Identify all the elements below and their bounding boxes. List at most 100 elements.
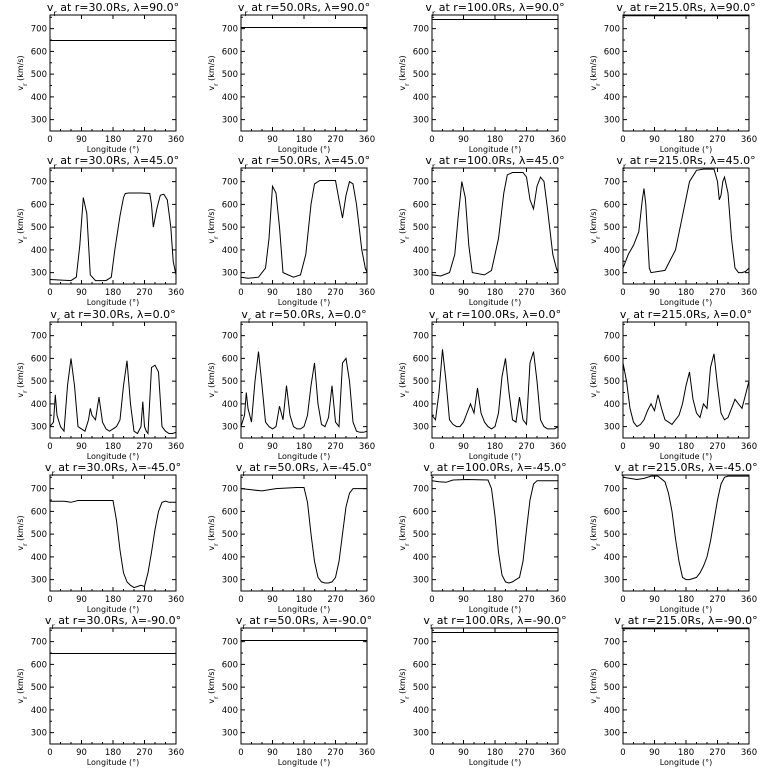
y-tick-label: 700 <box>413 178 429 188</box>
x-tick-label: 180 <box>487 135 503 145</box>
y-tick-label: 300 <box>413 423 429 433</box>
y-tick-label: 300 <box>222 423 238 433</box>
x-axis-label: Longitude (°) <box>278 605 331 614</box>
x-tick-label: 0 <box>429 135 434 145</box>
x-tick-label: 360 <box>168 135 184 145</box>
plot-frame <box>622 627 750 745</box>
y-tick-label: 600 <box>222 354 238 364</box>
y-tick-label: 700 <box>222 638 238 648</box>
subplot-title: vr at r=50.0Rs, λ=-45.0° <box>236 461 372 478</box>
y-tick-label: 500 <box>222 223 238 233</box>
subplot-title: vr at r=100.0Rs, λ=-45.0° <box>423 461 566 478</box>
x-tick-label: 270 <box>709 288 725 298</box>
y-tick-label: 400 <box>604 400 620 410</box>
x-tick-label: 0 <box>238 442 243 452</box>
x-tick-label: 180 <box>487 595 503 605</box>
subplot-10: vr at r=50.0Rs, λ=0.0° 0 90 180 270 360 300 400… <box>207 308 375 461</box>
x-tick-label: 270 <box>518 135 534 145</box>
y-tick-label: 300 <box>413 576 429 586</box>
x-tick-label: 270 <box>327 288 343 298</box>
x-tick-label: 180 <box>296 595 312 605</box>
x-tick-label: 180 <box>678 288 694 298</box>
y-axis-label: vr (km/s) <box>589 55 602 90</box>
x-tick-label: 360 <box>741 135 757 145</box>
y-axis-label: vr (km/s) <box>589 362 602 397</box>
subplot-17: vr at r=30.0Rs, λ=-90.0° 0 90 180 270 360 300 4… <box>16 614 184 767</box>
y-axis-label: vr (km/s) <box>207 55 220 90</box>
y-tick-label: 600 <box>222 47 238 57</box>
x-tick-label: 90 <box>458 442 469 452</box>
x-tick-label: 0 <box>47 288 52 298</box>
x-tick-label: 180 <box>678 135 694 145</box>
subplot-title: vr at r=30.0Rs, λ=0.0° <box>50 308 175 325</box>
y-tick-label: 600 <box>604 200 620 210</box>
x-tick-label: 0 <box>238 135 243 145</box>
y-tick-label: 700 <box>604 25 620 35</box>
x-tick-label: 360 <box>168 442 184 452</box>
subplot-title: vr at r=30.0Rs, λ=-45.0° <box>45 461 181 478</box>
x-tick-label: 90 <box>267 288 278 298</box>
x-tick-label: 270 <box>518 288 534 298</box>
y-tick-label: 500 <box>604 530 620 540</box>
subplot-6: vr at r=50.0Rs, λ=45.0° 0 90 180 270 360 300 40… <box>207 154 375 307</box>
y-tick-label: 300 <box>413 116 429 126</box>
y-tick-label: 300 <box>604 423 620 433</box>
y-tick-label: 400 <box>31 400 47 410</box>
x-tick-label: 360 <box>550 288 566 298</box>
x-tick-label: 0 <box>620 595 625 605</box>
y-axis-label: vr (km/s) <box>207 515 220 550</box>
y-tick-label: 700 <box>604 485 620 495</box>
y-tick-label: 500 <box>604 70 620 80</box>
y-tick-label: 300 <box>604 116 620 126</box>
subplot-title: vr at r=215.0Rs, λ=45.0° <box>616 154 755 171</box>
y-tick-label: 700 <box>222 332 238 342</box>
x-tick-label: 180 <box>296 748 312 758</box>
y-tick-label: 700 <box>222 178 238 188</box>
subplot-1: vr at r=30.0Rs, λ=90.0° 0 90 180 270 360 300 40… <box>16 1 184 154</box>
subplot-title: vr at r=30.0Rs, λ=90.0° <box>47 1 179 18</box>
y-tick-label: 400 <box>413 706 429 716</box>
x-tick-label: 270 <box>136 442 152 452</box>
subplot-5: vr at r=30.0Rs, λ=45.0° 0 90 180 270 360 300 40… <box>16 154 184 307</box>
plot-frame <box>622 474 750 592</box>
x-tick-label: 0 <box>620 135 625 145</box>
y-tick-label: 600 <box>31 354 47 364</box>
x-axis-label: Longitude (°) <box>278 145 331 154</box>
x-tick-label: 270 <box>327 135 343 145</box>
y-tick-label: 500 <box>31 223 47 233</box>
plot-frame <box>431 321 559 439</box>
subplot-12: vr at r=215.0Rs, λ=0.0° 0 90 180 270 360 300 40… <box>589 308 757 461</box>
x-tick-label: 180 <box>487 748 503 758</box>
x-axis-label: Longitude (°) <box>469 605 522 614</box>
y-axis-label: vr (km/s) <box>207 668 220 703</box>
x-axis-label: Longitude (°) <box>87 452 140 461</box>
y-tick-label: 400 <box>31 553 47 563</box>
x-axis-label: Longitude (°) <box>660 605 713 614</box>
plot-frame <box>240 321 368 439</box>
subplot-title: vr at r=50.0Rs, λ=-90.0° <box>236 614 372 631</box>
x-tick-label: 180 <box>296 288 312 298</box>
y-tick-label: 300 <box>413 729 429 739</box>
x-axis-label: Longitude (°) <box>278 758 331 767</box>
plot-frame <box>49 474 177 592</box>
series-line <box>432 172 558 277</box>
x-tick-label: 0 <box>429 288 434 298</box>
subplot-title: vr at r=50.0Rs, λ=90.0° <box>238 1 370 18</box>
x-tick-label: 90 <box>649 442 660 452</box>
y-tick-label: 500 <box>604 377 620 387</box>
x-axis-label: Longitude (°) <box>660 145 713 154</box>
x-tick-label: 90 <box>267 595 278 605</box>
y-tick-label: 400 <box>222 246 238 256</box>
y-axis-label: vr (km/s) <box>398 362 411 397</box>
series-line <box>50 192 176 282</box>
subplot-8: vr at r=215.0Rs, λ=45.0° 0 90 180 270 360 300 4… <box>589 154 757 307</box>
y-tick-label: 500 <box>604 683 620 693</box>
x-tick-label: 180 <box>487 442 503 452</box>
x-tick-label: 180 <box>487 288 503 298</box>
x-tick-label: 360 <box>359 748 375 758</box>
subplot-title: vr at r=30.0Rs, λ=45.0° <box>47 154 179 171</box>
x-tick-label: 360 <box>168 288 184 298</box>
y-tick-label: 300 <box>222 576 238 586</box>
subplot-2: vr at r=50.0Rs, λ=90.0° 0 90 180 270 360 300 40… <box>207 1 375 154</box>
